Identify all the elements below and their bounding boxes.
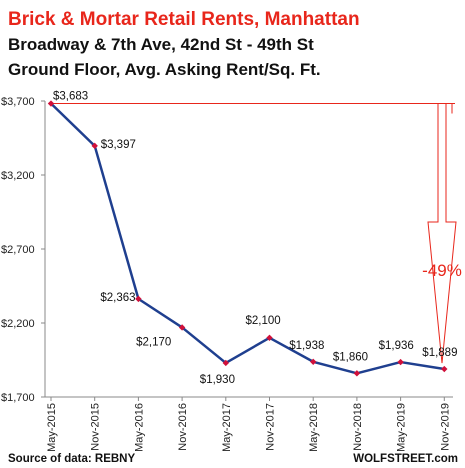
data-markers xyxy=(47,100,448,377)
data-label: $1,860 xyxy=(333,351,368,363)
data-point xyxy=(222,359,229,367)
data-point xyxy=(91,142,98,150)
x-tick-label: May-2017 xyxy=(221,403,233,452)
y-tick-label: $3,700 xyxy=(1,96,35,108)
x-tick-label: May-2019 xyxy=(396,403,408,452)
data-label: $2,100 xyxy=(246,315,281,327)
chart-title: Brick & Mortar Retail Rents, Manhattan xyxy=(8,9,360,30)
y-tick-label: $1,700 xyxy=(1,392,35,404)
change-annotation: -49% xyxy=(51,103,462,364)
x-tick-label: Nov-2017 xyxy=(265,403,277,451)
data-label: $1,930 xyxy=(200,374,235,386)
x-tick-label: Nov-2016 xyxy=(177,403,189,451)
data-label: $1,936 xyxy=(379,340,414,352)
y-tick-label: $3,200 xyxy=(1,170,35,182)
x-tick-label: Nov-2018 xyxy=(352,403,364,451)
data-label: $1,889 xyxy=(422,347,457,359)
data-point xyxy=(47,100,55,107)
data-label: $3,397 xyxy=(101,139,136,151)
series-line xyxy=(50,102,445,375)
data-point xyxy=(353,370,361,377)
decline-arrow xyxy=(427,103,457,364)
x-tick-label: May-2015 xyxy=(46,403,58,452)
chart-subtitle-2: Ground Floor, Avg. Asking Rent/Sq. Ft. xyxy=(8,60,321,79)
credit-note: WOLFSTREET.com xyxy=(353,453,458,465)
y-tick-label: $2,700 xyxy=(1,244,35,256)
y-tick-label: $2,200 xyxy=(1,318,35,330)
x-tick-label: Nov-2015 xyxy=(90,403,102,451)
data-label: $3,683 xyxy=(53,91,88,103)
data-label: $2,170 xyxy=(136,336,171,348)
x-tick-label: May-2018 xyxy=(308,403,320,452)
x-tick-label: Nov-2019 xyxy=(439,403,451,451)
data-point xyxy=(441,365,448,373)
data-point xyxy=(310,358,317,365)
chart-subtitle-1: Broadway & 7th Ave, 42nd St - 49th St xyxy=(8,35,314,54)
data-point xyxy=(266,334,273,341)
data-point xyxy=(135,295,142,303)
data-labels: $3,683 $3,397 $2,363 $2,170 $1,930 $2,100 $1,9… xyxy=(53,91,457,386)
data-point xyxy=(397,358,404,366)
data-label: $2,363 xyxy=(100,292,135,304)
y-axis-ticks: $3,700 $3,200 $2,700 $2,200 $1,700 xyxy=(1,96,45,404)
change-percent-label: -49% xyxy=(422,261,462,280)
x-tick-label: May-2016 xyxy=(133,403,145,452)
data-label: $1,938 xyxy=(289,340,324,352)
data-point xyxy=(178,324,186,331)
source-note: Source of data: REBNY xyxy=(8,453,135,465)
x-axis-ticks: May-2015 Nov-2015 May-2016 Nov-2016 May-2017… xyxy=(46,397,451,452)
